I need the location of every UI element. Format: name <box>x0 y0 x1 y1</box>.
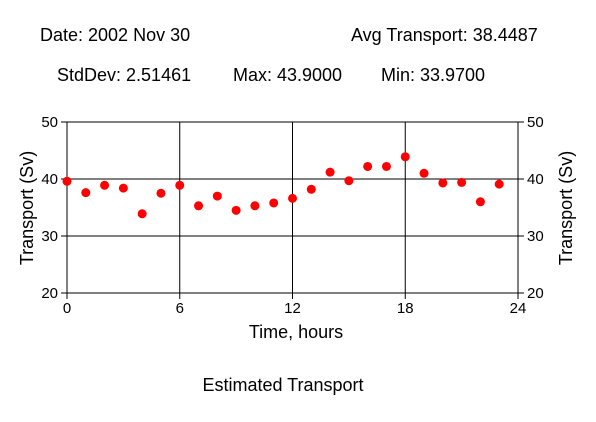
data-point-0-5 <box>156 188 166 198</box>
data-point-0-11 <box>269 198 279 208</box>
data-point-0-7 <box>194 201 204 211</box>
data-point-0-6 <box>175 180 185 190</box>
data-point-0-14 <box>325 167 335 177</box>
avg-transport-label: Avg Transport: 38.4487 <box>351 25 538 45</box>
data-point-0-21 <box>457 177 467 187</box>
x-tick-label-12: 12 <box>284 300 301 317</box>
min-label: Min: 33.9700 <box>381 65 486 85</box>
grid-lines <box>67 122 518 293</box>
y-tick-label-right-20: 20 <box>527 285 544 302</box>
y-tick-label-left-20: 20 <box>41 285 58 302</box>
x-axis-label: Time, hours <box>249 322 343 342</box>
data-point-0-1 <box>81 188 91 198</box>
data-point-0-18 <box>400 152 410 162</box>
max-label: Max: 43.9000 <box>233 65 343 85</box>
data-point-0-9 <box>231 205 241 215</box>
data-point-0-22 <box>475 197 485 207</box>
data-point-0-15 <box>344 176 354 186</box>
y-tick-label-right-30: 30 <box>527 228 544 245</box>
data-point-0-13 <box>306 184 316 194</box>
data-point-0-4 <box>137 209 147 219</box>
data-points <box>62 152 504 219</box>
y-tick-label-left-30: 30 <box>41 228 58 245</box>
data-point-0-23 <box>494 179 504 189</box>
y-tick-label-right-40: 40 <box>527 171 544 188</box>
data-point-0-2 <box>100 180 110 190</box>
stddev-label: StdDev: 2.51461 <box>57 65 192 85</box>
data-point-0-16 <box>363 161 373 171</box>
y-axis-label-right: Transport (Sv) <box>556 151 576 265</box>
x-tick-label-6: 6 <box>176 300 184 317</box>
data-point-0-10 <box>250 201 260 211</box>
data-point-0-8 <box>212 191 222 201</box>
data-point-0-19 <box>419 168 429 178</box>
y-axis-label-left: Transport (Sv) <box>17 151 37 265</box>
data-point-0-20 <box>438 178 448 188</box>
date-label: Date: 2002 Nov 30 <box>40 25 191 45</box>
x-tick-label-24: 24 <box>510 300 527 317</box>
y-tick-label-left-40: 40 <box>41 171 58 188</box>
chart-title: Estimated Transport <box>202 375 363 395</box>
y-tick-label-right-50: 50 <box>527 114 544 131</box>
data-point-0-17 <box>381 161 391 171</box>
data-point-0-12 <box>288 193 297 203</box>
x-tick-label-0: 0 <box>63 300 71 317</box>
y-tick-label-left-50: 50 <box>41 114 58 131</box>
data-point-0-0 <box>62 176 72 186</box>
data-point-0-3 <box>118 183 128 193</box>
x-tick-label-18: 18 <box>397 300 414 317</box>
